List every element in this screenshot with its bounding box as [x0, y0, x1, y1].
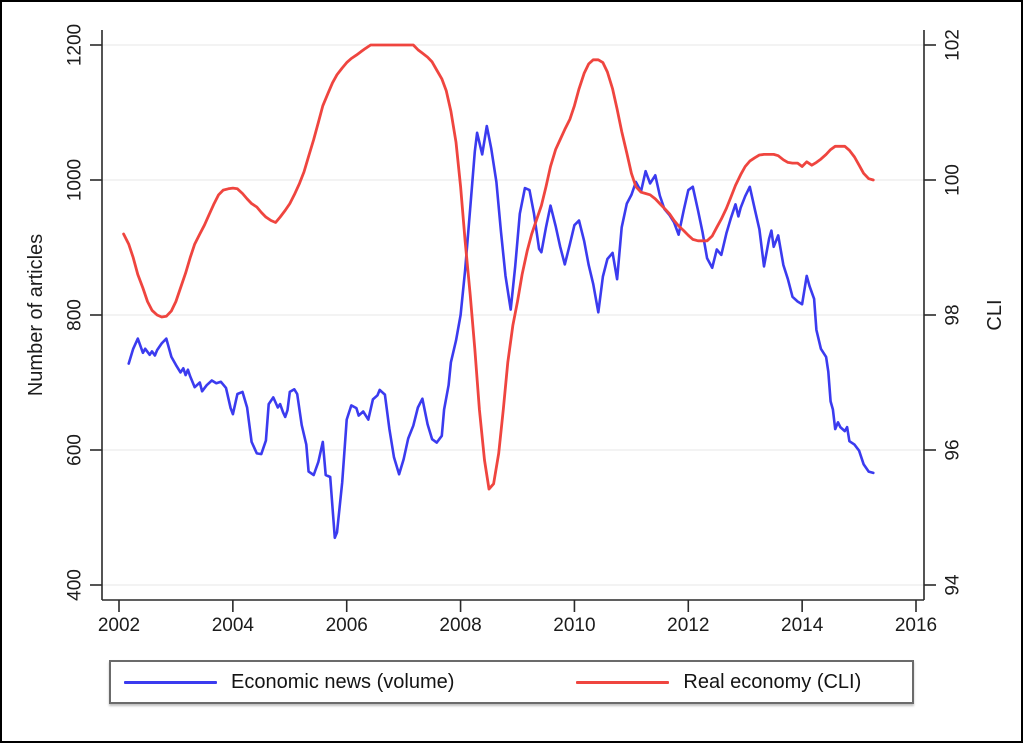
left-tick-label-600: 600 [65, 434, 86, 466]
left-tick-label-400: 400 [65, 569, 86, 601]
right-tick-label-98: 98 [943, 304, 964, 325]
legend: Economic news (volume) Real economy (CLI… [109, 660, 914, 704]
axis-layer: 400 600 800 1000 1200 94 96 98 100 102 2002 2004 200… [65, 24, 964, 636]
x-tick-label-2016: 2016 [895, 615, 937, 636]
legend-label-economic-news: Economic news (volume) [231, 670, 455, 693]
left-tick-label-1000: 1000 [65, 159, 86, 201]
right-tick-label-102: 102 [943, 29, 964, 61]
series-layer [122, 43, 875, 540]
legend-label-real-economy: Real economy (CLI) [683, 670, 862, 693]
left-tick-label-1200: 1200 [65, 24, 86, 66]
right-tick-label-96: 96 [943, 439, 964, 460]
left-axis-title: Number of articles [25, 234, 47, 396]
right-tick-label-94: 94 [943, 574, 964, 596]
x-tick-label-2014: 2014 [781, 615, 824, 636]
x-tick-label-2008: 2008 [439, 615, 481, 636]
grid-layer [102, 44, 924, 586]
x-tick-label-2006: 2006 [326, 615, 368, 636]
real-economy-cli-line [122, 43, 875, 491]
legend-key-line-economic-news [124, 680, 217, 684]
left-tick-label-800: 800 [65, 299, 86, 331]
x-tick-label-2010: 2010 [553, 615, 595, 636]
right-tick-label-100: 100 [943, 164, 964, 196]
x-tick-label-2004: 2004 [212, 615, 255, 636]
legend-key-line-real-economy [576, 680, 670, 684]
x-tick-label-2002: 2002 [98, 615, 140, 636]
x-tick-label-2012: 2012 [667, 615, 709, 636]
right-axis-title: CLI [984, 299, 1006, 330]
economic-news-volume-line [127, 124, 875, 540]
